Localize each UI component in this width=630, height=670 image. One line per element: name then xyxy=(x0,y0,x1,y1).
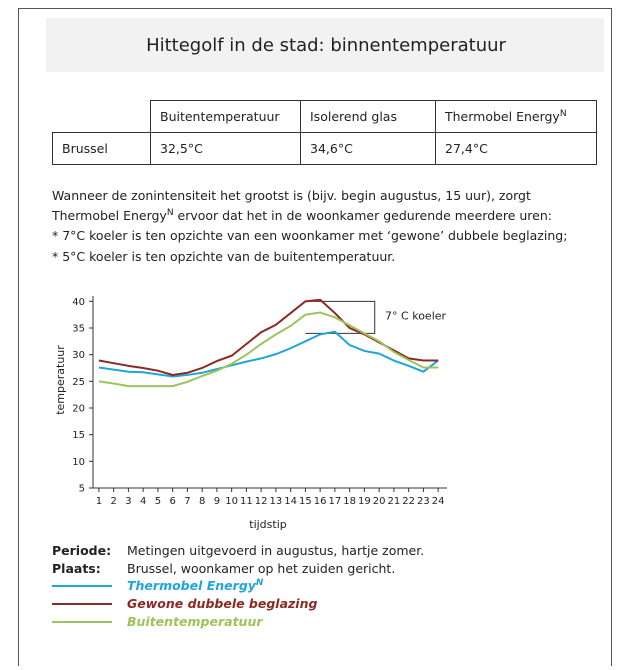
legend-label: Thermobel EnergyN xyxy=(127,578,264,593)
x-tick-label: 1 xyxy=(96,496,102,507)
y-tick-label: 35 xyxy=(72,324,85,335)
x-tick-label: 3 xyxy=(125,496,131,507)
table-grid xyxy=(52,100,597,165)
x-tick-label: 2 xyxy=(110,496,116,507)
paragraph-line: Thermobel EnergyN ervoor dat het in de w… xyxy=(51,208,552,223)
series-line xyxy=(98,311,439,388)
x-tick-label: 17 xyxy=(329,496,342,507)
x-tick-label: 18 xyxy=(343,496,356,507)
table-cell: 32,5°C xyxy=(160,141,203,156)
y-tick-label: 30 xyxy=(72,350,85,361)
x-tick-label: 16 xyxy=(314,496,327,507)
table-header: Isolerend glas xyxy=(310,109,397,124)
table-header: Buitentemperatuur xyxy=(160,109,280,124)
legend-label: Buitentemperatuur xyxy=(127,614,263,629)
x-tick-label: 19 xyxy=(358,496,371,507)
x-tick-label: 20 xyxy=(373,496,386,507)
table-cell: 34,6°C xyxy=(310,141,353,156)
note-label: Plaats: xyxy=(52,561,101,576)
x-tick-label: 9 xyxy=(214,496,220,507)
legend-name: Buitentemperatuur xyxy=(127,614,263,629)
note-label: Periode: xyxy=(52,543,111,558)
annotation: 7° C koeler xyxy=(385,309,446,322)
y-tick-label: 25 xyxy=(72,377,85,388)
legend-label: Gewone dubbele beglazing xyxy=(127,596,317,611)
paragraph-line: Wanneer de zonintensiteit het grootst is… xyxy=(52,188,531,203)
series-line xyxy=(98,330,439,378)
x-axis-label: tijdstip xyxy=(249,518,287,531)
x-tick-label: 11 xyxy=(240,496,253,507)
y-axis-label: temperatuur xyxy=(54,345,67,415)
note-text: Brussel, woonkamer op het zuiden gericht… xyxy=(127,561,395,576)
legend-name: Gewone dubbele beglazing xyxy=(127,596,317,611)
table-cell: 27,4°C xyxy=(445,141,488,156)
annotation-box xyxy=(305,300,376,334)
x-tick-label: 13 xyxy=(270,496,283,507)
y-tick-label: 10 xyxy=(72,457,85,468)
legend-sup: N xyxy=(256,578,264,588)
table-cell: Brussel xyxy=(62,141,108,156)
legend-name: Thermobel Energy xyxy=(127,578,257,593)
y-tick-label: 20 xyxy=(72,404,85,415)
x-tick-label: 15 xyxy=(299,496,312,507)
x-tick-label: 6 xyxy=(169,496,175,507)
y-tick-label: 40 xyxy=(72,297,85,308)
y-tick-label: 15 xyxy=(72,430,85,441)
x-tick-label: 23 xyxy=(417,496,430,507)
x-tick-label: 14 xyxy=(284,496,297,507)
title-bar xyxy=(46,18,604,72)
paragraph-line: * 7°C koeler is ten opzichte van een woo… xyxy=(52,228,567,243)
x-tick-label: 7 xyxy=(184,496,190,507)
x-tick-label: 24 xyxy=(432,496,445,507)
note-text: Metingen uitgevoerd in augustus, hartje … xyxy=(127,543,424,558)
table-header: Thermobel EnergyN xyxy=(444,109,567,124)
x-tick-label: 21 xyxy=(388,496,401,507)
frame xyxy=(18,8,612,670)
x-tick-label: 10 xyxy=(225,496,238,507)
x-tick-label: 12 xyxy=(255,496,268,507)
y-tick-label: 5 xyxy=(79,484,85,495)
title: Hittegolf in de stad: binnentemperatuur xyxy=(146,35,506,56)
x-tick-label: 5 xyxy=(155,496,161,507)
x-tick-label: 22 xyxy=(402,496,415,507)
paragraph-line: * 5°C koeler is ten opzichte van de buit… xyxy=(52,249,395,264)
x-tick-label: 8 xyxy=(199,496,205,507)
x-tick-label: 4 xyxy=(140,496,146,507)
